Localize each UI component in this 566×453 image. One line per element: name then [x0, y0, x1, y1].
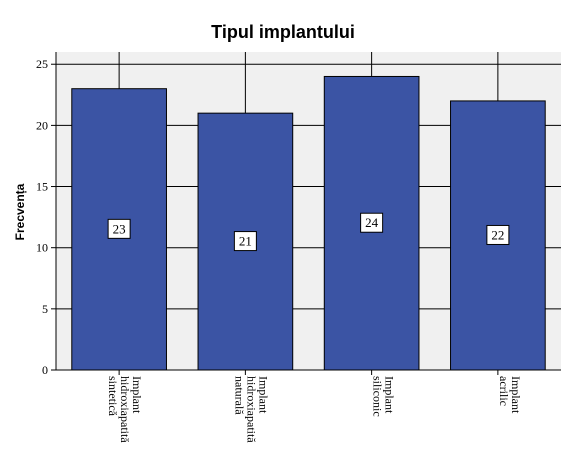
data-label-box [107, 218, 131, 239]
x-tick-label-line: hidroxiapatită [244, 376, 258, 443]
x-tick-label-line: siliconic [371, 376, 385, 417]
y-tick-label: 15 [36, 180, 48, 194]
x-tick-label-line: Implant [130, 376, 144, 414]
data-label-box [486, 224, 510, 245]
data-label-box [233, 231, 257, 252]
data-label: 23 [113, 221, 126, 236]
y-tick-label: 20 [36, 118, 48, 132]
y-tick-label: 0 [42, 363, 48, 377]
data-labels: 23 21 24 22 [107, 212, 510, 252]
x-tick-label-line: sintetică [106, 376, 120, 417]
y-tick-label: 25 [36, 57, 48, 71]
x-tick-label-line: Implant [256, 376, 270, 414]
y-tick-label: 10 [36, 241, 48, 255]
x-tick-label-line: Implant [509, 376, 523, 414]
y-tick-label: 5 [42, 302, 48, 316]
data-label: 22 [491, 227, 504, 242]
y-axis-label: Frecvența [13, 183, 27, 240]
y-axis-ticks: 0 5 10 15 20 25 [36, 57, 56, 377]
x-tick-label-line: naturală [232, 376, 246, 415]
data-label-box [360, 212, 384, 233]
data-label: 21 [239, 234, 252, 249]
chart-title: Tipul implantului [211, 22, 355, 42]
x-tick-label-line: hidroxiapatită [118, 376, 132, 443]
data-label: 24 [365, 215, 379, 230]
x-tick-label-line: acrilic [497, 376, 511, 406]
x-tick-label-line: Implant [383, 376, 397, 414]
